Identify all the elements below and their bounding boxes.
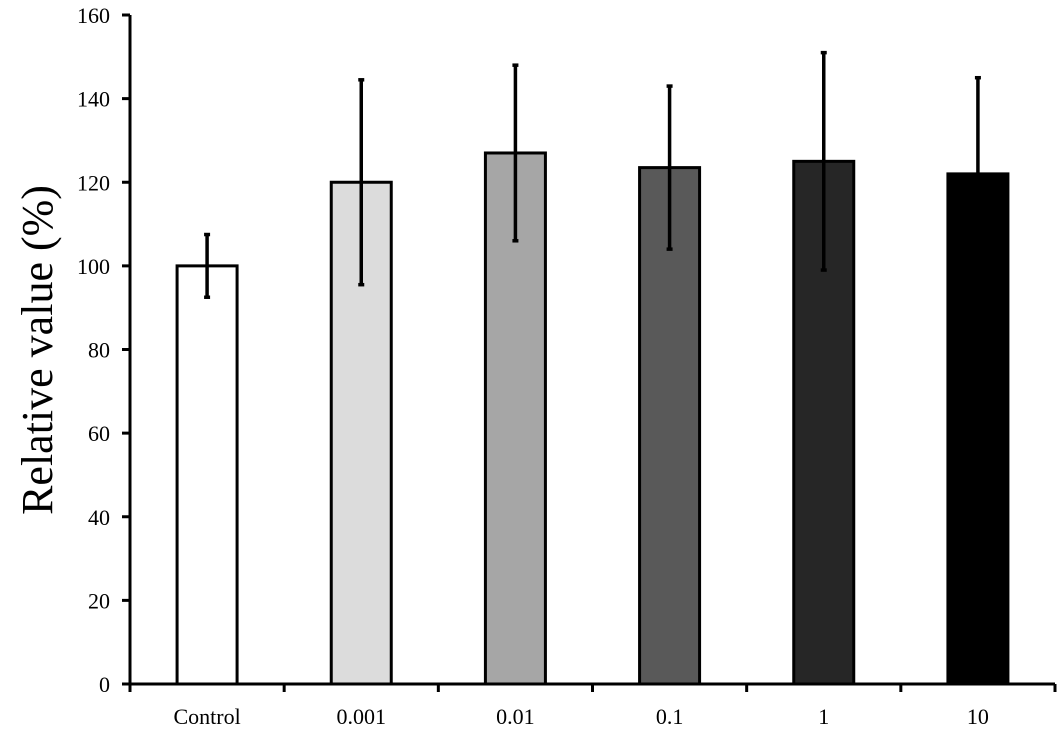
y-tick-label: 100 xyxy=(77,254,110,279)
y-tick-label: 20 xyxy=(88,588,110,613)
x-tick-label: 10 xyxy=(967,704,989,729)
bar-control xyxy=(175,264,239,686)
y-tick-label: 40 xyxy=(88,505,110,530)
y-tick-label: 80 xyxy=(88,338,110,363)
y-tick-label: 0 xyxy=(99,672,110,697)
y-tick-label: 160 xyxy=(77,3,110,28)
x-tick-label: 0.01 xyxy=(496,704,535,729)
x-tick-label: Control xyxy=(173,704,240,729)
x-tick-label: 0.001 xyxy=(337,704,387,729)
bars xyxy=(175,151,1010,686)
y-axis: 0 20 40 60 80 100 120 140 160 xyxy=(77,3,132,697)
y-tick-label: 140 xyxy=(77,87,110,112)
y-tick-label: 120 xyxy=(77,170,110,195)
y-tick-label: 60 xyxy=(88,421,110,446)
y-axis-label: Relative value (%) xyxy=(13,185,62,515)
error-bars xyxy=(204,50,981,299)
x-tick-label: 1 xyxy=(818,704,829,729)
x-axis: Control 0.001 0.01 0.1 1 10 xyxy=(128,682,1057,729)
x-tick-label: 0.1 xyxy=(656,704,684,729)
